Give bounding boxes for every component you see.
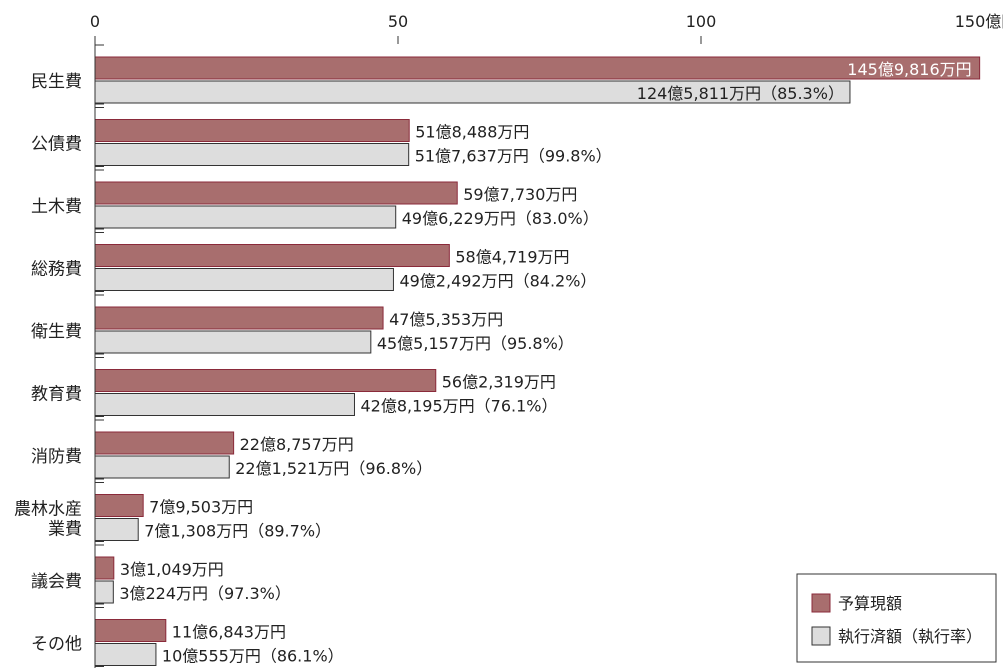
x-axis-ticks: 0 50 100 150億円: [90, 12, 1003, 44]
legend: 予算現額 執行済額（執行率）: [796, 573, 997, 663]
category-label: 民生費: [31, 72, 82, 92]
bar-budget: [94, 619, 167, 642]
category-label: 公債費: [31, 135, 82, 155]
data-label-budget: 59億7,730万円: [463, 185, 577, 204]
bar-budget: [94, 556, 115, 580]
bar-budget: [94, 244, 450, 267]
data-label-executed: 49億2,492万円（84.2%）: [399, 272, 596, 291]
data-label-executed: 42億8,195万円（76.1%）: [360, 397, 557, 416]
data-label-budget: 47億5,353万円: [389, 310, 503, 329]
x-tick-label: 100: [686, 12, 717, 31]
data-label-executed: 10億555万円（86.1%）: [162, 647, 344, 666]
data-label-budget: 11億6,843万円: [172, 623, 286, 642]
data-label-budget: 7億9,503万円: [149, 498, 253, 517]
legend-label-executed: 執行済額（執行率）: [838, 627, 982, 646]
category-label: 議会費: [31, 572, 82, 592]
category-label: 総務費: [31, 260, 82, 280]
bar-executed: [94, 518, 139, 541]
data-label-budget: 145億9,816万円: [847, 60, 971, 79]
bar-budget: [94, 306, 384, 330]
category-label: 消防費: [31, 447, 82, 467]
bar-executed: [94, 330, 372, 354]
data-label-executed: 45億5,157万円（95.8%）: [377, 334, 574, 353]
bar-executed: [94, 205, 397, 229]
category-label: 教育費: [31, 385, 82, 405]
bar-budget: [94, 181, 458, 205]
legend-label-budget: 予算現額: [838, 594, 902, 613]
data-label-executed: 22億1,521万円（96.8%）: [235, 459, 432, 478]
bar-executed: [94, 143, 410, 166]
bar-budget: [94, 494, 144, 517]
bar-executed: [94, 393, 355, 416]
bar-executed: [94, 455, 230, 479]
bar-executed: [94, 268, 394, 291]
legend-box: [796, 573, 997, 663]
data-label-budget: 51億8,488万円: [415, 123, 529, 142]
bar-budget: [94, 369, 437, 392]
category-label: 業費: [48, 520, 82, 540]
category-label: その他: [31, 635, 82, 655]
legend-swatch-budget: [811, 593, 831, 613]
data-label-budget: 58億4,719万円: [455, 248, 569, 267]
x-tick-label: 150億円: [955, 12, 1003, 31]
data-label-executed: 7億1,308万円（89.7%）: [144, 522, 331, 541]
data-label-budget: 56億2,319万円: [442, 373, 556, 392]
data-label-executed: 49億6,229万円（83.0%）: [402, 209, 599, 228]
x-tick-label: 0: [90, 12, 100, 31]
data-label-executed: 51億7,637万円（99.8%）: [415, 147, 612, 166]
category-label: 農林水産: [14, 500, 82, 520]
bar-executed: [94, 580, 114, 604]
bar-budget: [94, 119, 410, 142]
data-label-budget: 22億8,757万円: [240, 435, 354, 454]
legend-swatch-executed: [811, 626, 831, 646]
category-label: 土木費: [31, 197, 82, 217]
bar-budget: [94, 431, 235, 455]
x-tick-label: 50: [388, 12, 408, 31]
data-label-executed: 3億224万円（97.3%）: [119, 584, 291, 603]
category-label: 衛生費: [31, 322, 82, 342]
bar-executed: [94, 643, 157, 666]
data-label-budget: 3億1,049万円: [120, 560, 224, 579]
data-label-executed: 124億5,811万円（85.3%）: [637, 84, 844, 103]
